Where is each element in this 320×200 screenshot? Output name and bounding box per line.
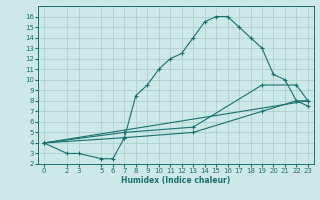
- X-axis label: Humidex (Indice chaleur): Humidex (Indice chaleur): [121, 176, 231, 185]
